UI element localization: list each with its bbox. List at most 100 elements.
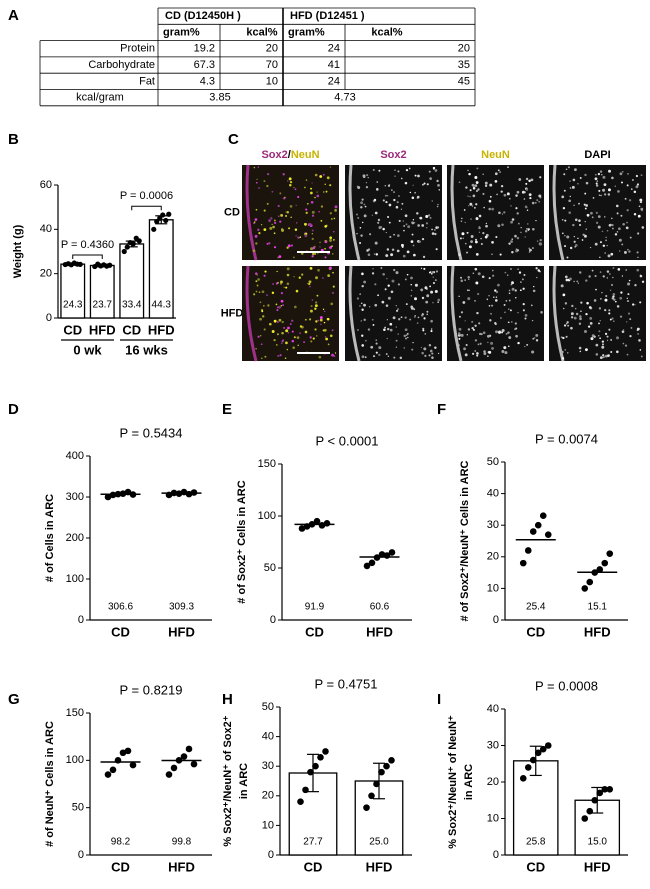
cell [286, 267, 290, 271]
cell [595, 353, 599, 356]
cell [324, 183, 326, 186]
cell [393, 233, 395, 236]
cell [616, 212, 619, 215]
cell [322, 191, 325, 193]
tissue-edge [552, 265, 565, 362]
value-label: 91.9 [305, 602, 325, 613]
cell [372, 268, 374, 270]
micrograph [549, 266, 646, 361]
cell [578, 219, 581, 222]
y-tick-label: 30 [487, 519, 499, 531]
cell [590, 337, 594, 341]
cell [423, 182, 426, 185]
data-point [544, 742, 552, 749]
table-cell: 35 [458, 59, 470, 71]
data-point [524, 764, 532, 771]
cell [389, 322, 393, 326]
data-point [383, 552, 391, 559]
cell [482, 331, 486, 335]
cell [468, 172, 471, 176]
cell [383, 328, 386, 331]
cell [277, 204, 280, 208]
cell [305, 208, 308, 211]
table-cell: 45 [458, 75, 470, 87]
cell [366, 174, 369, 177]
table-subheader: gram% [163, 26, 200, 38]
cell [566, 352, 569, 354]
cell [279, 280, 283, 284]
cell [476, 354, 479, 357]
cell [522, 309, 525, 312]
cell [299, 325, 303, 328]
cell [488, 294, 490, 297]
cell [524, 236, 526, 238]
cell [319, 175, 323, 178]
cell [436, 205, 439, 208]
cell [566, 256, 569, 259]
cell [622, 329, 625, 331]
cell [412, 244, 415, 247]
cell [367, 253, 371, 257]
cell [331, 353, 334, 357]
cell [525, 182, 528, 185]
cell [464, 242, 467, 245]
data-point [136, 238, 142, 244]
cell [403, 347, 405, 349]
cell [605, 236, 607, 239]
cell [577, 237, 579, 240]
cell [535, 219, 537, 222]
cell [392, 268, 396, 272]
cell [503, 211, 506, 214]
cell [627, 282, 631, 286]
cell [297, 195, 300, 199]
cell [324, 240, 327, 243]
cell [474, 324, 477, 327]
cell [421, 237, 425, 241]
cell [526, 227, 528, 230]
cell [421, 351, 424, 355]
cell [269, 322, 272, 326]
data-point [302, 786, 309, 794]
cell [254, 221, 256, 223]
cell [609, 318, 612, 321]
cell [566, 321, 569, 324]
cell [286, 180, 289, 182]
cell [331, 329, 334, 332]
cell [570, 312, 574, 316]
cell [461, 232, 465, 236]
column-header: DAPI [584, 149, 610, 161]
cell [458, 327, 462, 331]
table-cell: 41 [328, 59, 340, 71]
cell [263, 180, 266, 183]
cell [627, 300, 629, 302]
cell [468, 278, 470, 280]
cell [599, 170, 603, 173]
cell [582, 233, 585, 236]
cell [257, 335, 260, 338]
cell [566, 235, 570, 239]
cell [280, 342, 283, 345]
cell [594, 173, 597, 176]
cell [290, 244, 294, 247]
data-point [160, 212, 166, 218]
cell [437, 203, 439, 206]
cell [424, 354, 427, 358]
cell [618, 227, 621, 231]
cell [392, 316, 396, 320]
cell [608, 328, 611, 331]
cell [418, 240, 422, 243]
cell [562, 336, 565, 340]
value-label: 309.3 [169, 602, 194, 613]
cell [305, 211, 308, 215]
cell [591, 269, 594, 272]
cell [417, 224, 420, 227]
cell [610, 252, 614, 256]
cell [255, 290, 258, 293]
value-label: 60.6 [370, 602, 390, 613]
cell [640, 174, 643, 177]
cell [267, 304, 270, 307]
cell [530, 178, 534, 182]
cell [574, 307, 577, 310]
cell [584, 192, 587, 195]
data-point [303, 523, 311, 530]
